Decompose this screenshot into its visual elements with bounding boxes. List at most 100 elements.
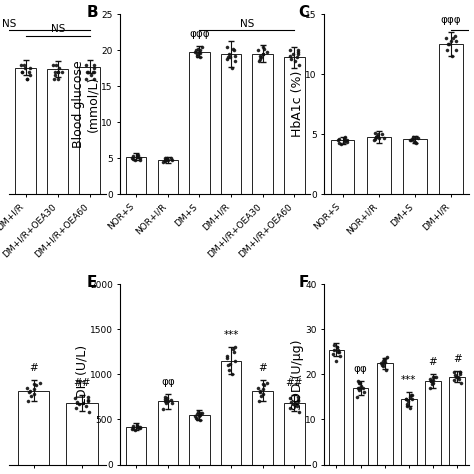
Point <box>50 75 58 83</box>
Text: NS: NS <box>51 24 65 34</box>
Point <box>382 366 389 374</box>
Point <box>197 409 204 417</box>
Y-axis label: SOD (U/μg): SOD (U/μg) <box>291 339 304 410</box>
Point <box>51 68 58 76</box>
Point <box>336 348 343 356</box>
Text: #: # <box>453 354 462 364</box>
Point <box>164 397 172 404</box>
Point <box>55 75 62 83</box>
Point <box>332 357 339 365</box>
Point <box>333 344 341 351</box>
Point <box>295 409 302 416</box>
Point <box>195 48 203 55</box>
Point <box>411 138 419 146</box>
Point <box>91 75 98 83</box>
Point <box>84 393 91 401</box>
Point <box>259 385 267 392</box>
Point <box>230 348 238 356</box>
Point <box>161 393 169 401</box>
Point <box>162 155 170 163</box>
Point <box>329 350 337 358</box>
Point <box>73 399 81 406</box>
Point <box>25 388 33 395</box>
Point <box>23 75 30 83</box>
Point <box>414 134 422 142</box>
Point <box>294 46 302 54</box>
Point <box>227 54 234 61</box>
Point <box>451 32 458 40</box>
Point <box>381 359 388 367</box>
Point <box>257 392 264 400</box>
Point <box>412 139 420 146</box>
Point <box>381 358 389 365</box>
Point <box>82 61 90 68</box>
Point <box>193 52 201 60</box>
Point <box>380 357 387 365</box>
Point <box>334 346 342 354</box>
Point <box>20 61 27 68</box>
Point <box>373 133 380 140</box>
Y-axis label: Blood glucose
(mmol/L): Blood glucose (mmol/L) <box>72 61 100 148</box>
Point <box>255 57 263 65</box>
Point <box>194 50 201 58</box>
Point <box>161 154 169 161</box>
Point <box>227 360 234 367</box>
Bar <box>367 137 391 194</box>
Point <box>370 137 377 144</box>
Point <box>136 156 144 164</box>
Y-axis label: HbA1c (%): HbA1c (%) <box>291 71 304 137</box>
Bar <box>449 377 465 465</box>
Point <box>161 395 169 402</box>
Point <box>24 398 32 405</box>
Point <box>191 48 199 55</box>
Point <box>87 72 95 79</box>
Point <box>288 55 295 63</box>
Point <box>378 359 385 367</box>
Point <box>356 384 363 392</box>
Point <box>82 402 90 410</box>
Point <box>80 400 87 407</box>
Point <box>452 373 460 381</box>
Point <box>341 133 349 140</box>
Point <box>256 52 264 60</box>
Point <box>136 423 144 431</box>
Point <box>21 64 29 72</box>
Point <box>294 396 302 403</box>
Point <box>197 417 204 424</box>
Point <box>194 45 202 53</box>
Point <box>256 388 264 395</box>
Point <box>162 400 170 407</box>
Point <box>133 421 141 428</box>
Point <box>407 393 414 401</box>
Point <box>293 402 301 410</box>
Point <box>131 156 139 164</box>
Bar <box>189 52 210 194</box>
Point <box>294 48 302 55</box>
Point <box>263 380 270 387</box>
Text: φφφ: φφφ <box>441 15 462 25</box>
Point <box>355 377 362 385</box>
Point <box>286 394 294 401</box>
Point <box>192 46 200 54</box>
Point <box>228 64 236 72</box>
Point <box>402 395 410 403</box>
Bar <box>221 54 241 194</box>
Point <box>456 368 464 376</box>
Point <box>194 410 201 418</box>
Bar <box>80 67 100 194</box>
Point <box>430 373 438 381</box>
Point <box>135 153 142 161</box>
Point <box>72 404 80 411</box>
Point <box>259 50 267 58</box>
Bar <box>0 66 4 194</box>
Point <box>383 354 391 361</box>
Point <box>255 384 262 392</box>
Point <box>407 137 415 144</box>
Point <box>129 422 137 429</box>
Point <box>137 155 144 162</box>
Point <box>159 158 167 166</box>
Point <box>356 380 364 387</box>
Point <box>18 68 26 76</box>
Point <box>55 64 63 72</box>
Point <box>128 426 136 433</box>
